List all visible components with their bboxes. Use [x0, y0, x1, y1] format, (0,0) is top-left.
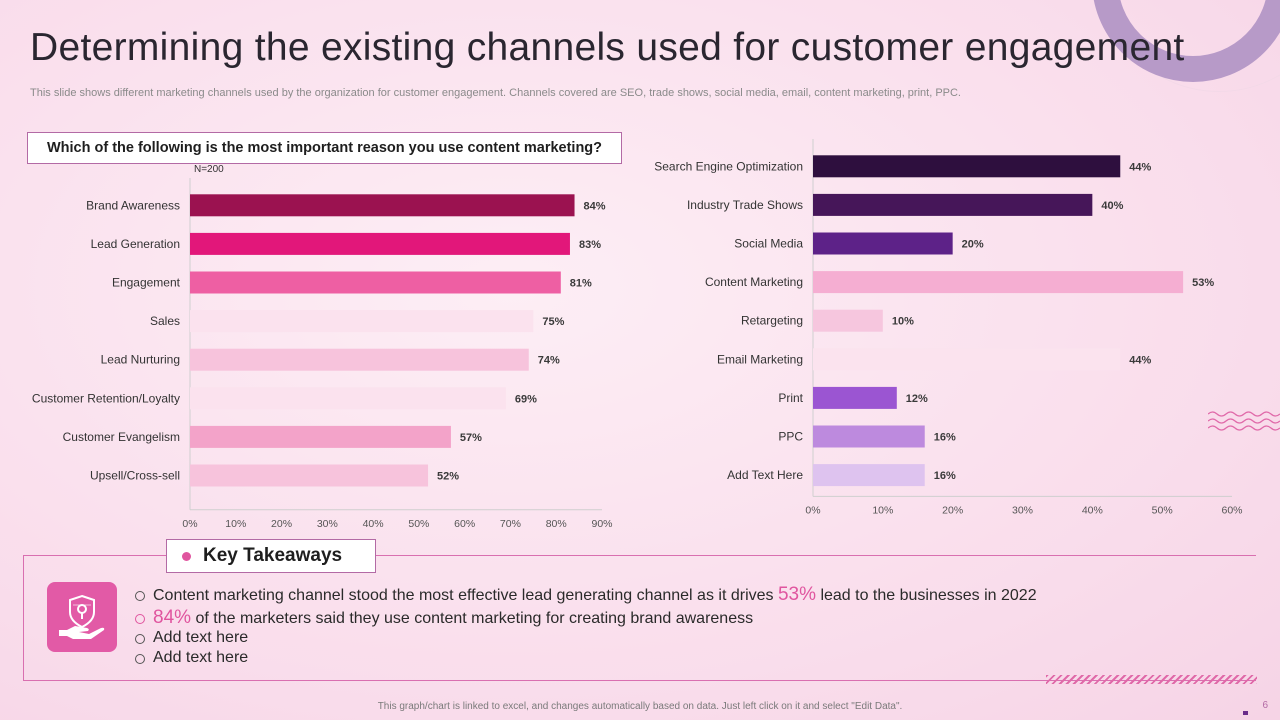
category-label: Engagement [112, 276, 181, 290]
tick-label: 80% [546, 518, 567, 530]
data-label: 74% [538, 355, 560, 367]
bar [190, 271, 561, 294]
bar [813, 155, 1121, 178]
data-label: 10% [892, 316, 914, 328]
tick-label: 90% [591, 518, 612, 530]
bullet-circle-icon [135, 654, 145, 664]
category-label: Add Text Here [727, 468, 803, 482]
sample-size-note: N=200 [194, 164, 224, 175]
category-label: Upsell/Cross-sell [90, 469, 180, 483]
tick-label: 10% [225, 518, 246, 530]
bullet-circle-icon [135, 614, 145, 624]
bar [813, 425, 925, 448]
tick-label: 20% [271, 518, 292, 530]
slide-title: Determining the existing channels used f… [30, 26, 1185, 69]
bar [813, 271, 1184, 294]
tick-label: 30% [317, 518, 338, 530]
category-label: Retargeting [741, 314, 803, 328]
takeaway-item: Content marketing channel stood the most… [135, 585, 1037, 605]
category-label: Search Engine Optimization [654, 159, 803, 173]
category-label: Customer Retention/Loyalty [32, 391, 180, 405]
data-label: 44% [1129, 161, 1151, 173]
data-label: 52% [437, 471, 459, 483]
bar [813, 464, 925, 487]
takeaway-item: Add text here [135, 628, 1037, 648]
takeaways-header: Key Takeaways [166, 539, 376, 573]
bar [190, 425, 451, 448]
takeaway-item: Add text here [135, 648, 1037, 668]
data-label: 16% [934, 432, 956, 444]
footer-note: This graph/chart is linked to excel, and… [377, 701, 903, 712]
bar [813, 193, 1093, 216]
tick-label: 60% [454, 518, 475, 530]
data-label: 75% [542, 316, 564, 328]
takeaways-heading: Key Takeaways [203, 545, 343, 566]
category-label: Lead Generation [91, 237, 180, 251]
category-label: Brand Awareness [86, 198, 180, 212]
tick-label: 60% [1221, 504, 1242, 516]
page-marker [1243, 711, 1248, 715]
data-label: 83% [579, 239, 601, 251]
data-label: 57% [460, 432, 482, 444]
bar [813, 232, 953, 255]
bar [813, 309, 883, 332]
data-label: 16% [934, 470, 956, 482]
category-label: Sales [150, 314, 180, 328]
tick-label: 10% [872, 504, 893, 516]
decorative-hatch [1046, 675, 1257, 684]
slide-subtitle: This slide shows different marketing cha… [30, 87, 961, 99]
data-label: 40% [1101, 200, 1123, 212]
data-label: 84% [584, 200, 606, 212]
shield-hand-icon [47, 582, 117, 652]
category-label: Social Media [734, 237, 803, 251]
marketing-channels-chart: Search Engine Optimization 44% Industry Tr… [654, 139, 1243, 516]
data-label: 53% [1192, 277, 1214, 289]
category-label: Content Marketing [705, 275, 803, 289]
tick-label: 50% [408, 518, 429, 530]
bullet-dot-icon [182, 551, 191, 561]
bar [190, 464, 429, 487]
takeaway-item: 84% of the marketers said they use conte… [135, 608, 1037, 628]
data-label: 20% [962, 239, 984, 251]
bar [813, 348, 1121, 371]
bullet-circle-icon [135, 591, 145, 601]
category-label: Customer Evangelism [63, 430, 180, 444]
category-label: PPC [778, 430, 803, 444]
category-label: Industry Trade Shows [687, 198, 803, 212]
chart-question: Which of the following is the most impor… [27, 132, 622, 164]
data-label: 69% [515, 393, 537, 405]
content-marketing-reasons-chart: Brand Awareness 84% Lead Generation 83% Enga… [32, 164, 613, 530]
tick-label: 30% [1012, 504, 1033, 516]
data-label: 44% [1129, 354, 1151, 366]
bar [190, 387, 506, 410]
bullet-circle-icon [135, 634, 145, 644]
tick-label: 0% [182, 518, 197, 530]
takeaways-panel [23, 555, 1256, 681]
category-label: Lead Nurturing [101, 353, 180, 367]
bar [190, 194, 575, 217]
bar [190, 348, 529, 371]
tick-label: 50% [1152, 504, 1173, 516]
bar [190, 310, 534, 333]
bar [813, 386, 897, 409]
category-label: Email Marketing [717, 352, 803, 366]
data-label: 12% [906, 393, 928, 405]
tick-label: 70% [500, 518, 521, 530]
page-number: 6 [1262, 700, 1268, 711]
tick-label: 0% [805, 504, 820, 516]
tick-label: 40% [363, 518, 384, 530]
tick-label: 20% [942, 504, 963, 516]
category-label: Print [778, 391, 803, 405]
data-label: 81% [570, 278, 592, 290]
bar [190, 232, 570, 255]
takeaways-list: Content marketing channel stood the most… [135, 585, 1037, 668]
tick-label: 40% [1082, 504, 1103, 516]
decorative-wave [1208, 411, 1280, 431]
